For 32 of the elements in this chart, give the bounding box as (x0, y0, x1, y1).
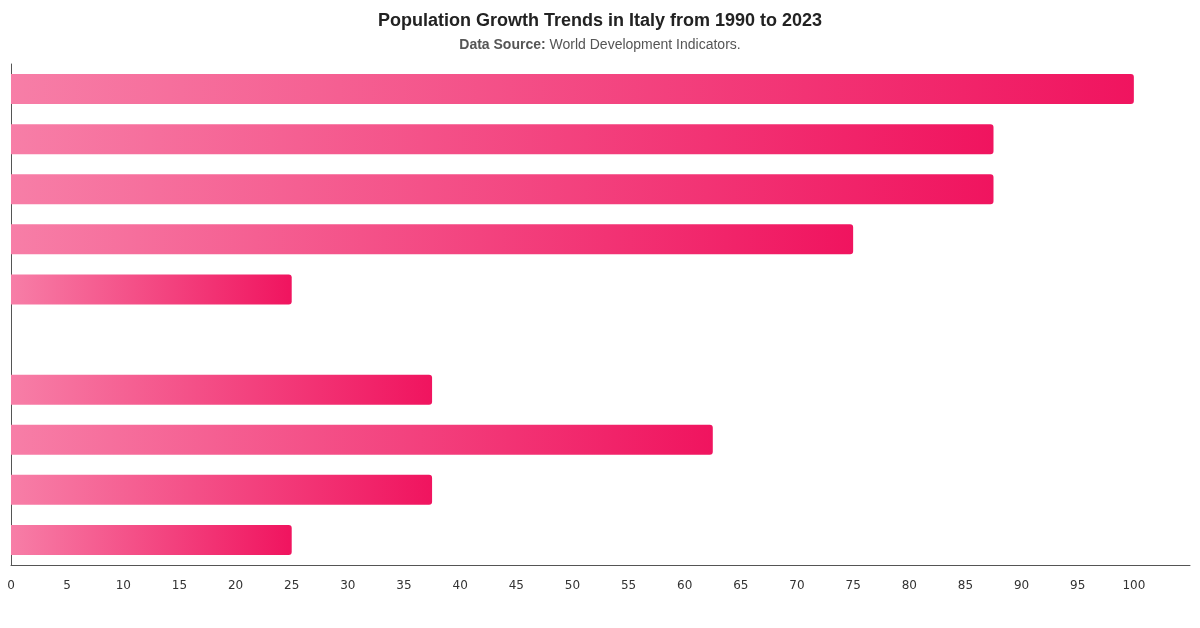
x-tick-label: 25 (284, 578, 300, 592)
bar (11, 374, 433, 405)
x-tick-label: 60 (677, 578, 693, 592)
bar (11, 224, 854, 255)
x-tick-label: 95 (1070, 578, 1086, 592)
bar (11, 124, 994, 155)
x-tick-label: 5 (63, 578, 71, 592)
bar (11, 274, 292, 305)
x-tick-label: 10 (115, 578, 131, 592)
bar (11, 474, 433, 505)
x-tick-label: 0 (7, 578, 15, 592)
x-tick-label: 55 (620, 578, 637, 592)
bar (11, 174, 994, 205)
x-tick-label: 100 (1122, 578, 1146, 592)
x-tick-label: 90 (1013, 578, 1030, 592)
x-tick-label: 45 (508, 578, 524, 592)
bar (11, 524, 292, 555)
x-tick-label: 20 (227, 578, 244, 592)
bar (11, 74, 1134, 105)
x-tick-label: 65 (733, 578, 749, 592)
bar (11, 424, 713, 455)
x-tick-label: 40 (452, 578, 468, 592)
x-tick-label: 85 (957, 578, 974, 592)
x-tick-label: 15 (171, 578, 188, 592)
chart-subtitle: Data Source: World Development Indicators. (459, 36, 741, 52)
x-tick-label: 80 (901, 578, 917, 592)
chart-title: Population Growth Trends in Italy from 1990 to 2023 (377, 10, 823, 30)
x-tick-label: 30 (340, 578, 356, 592)
x-tick-label: 50 (564, 578, 581, 592)
x-tick-label: 75 (845, 578, 861, 592)
x-tick-label: 70 (789, 578, 805, 592)
x-tick-label: 35 (396, 578, 412, 592)
